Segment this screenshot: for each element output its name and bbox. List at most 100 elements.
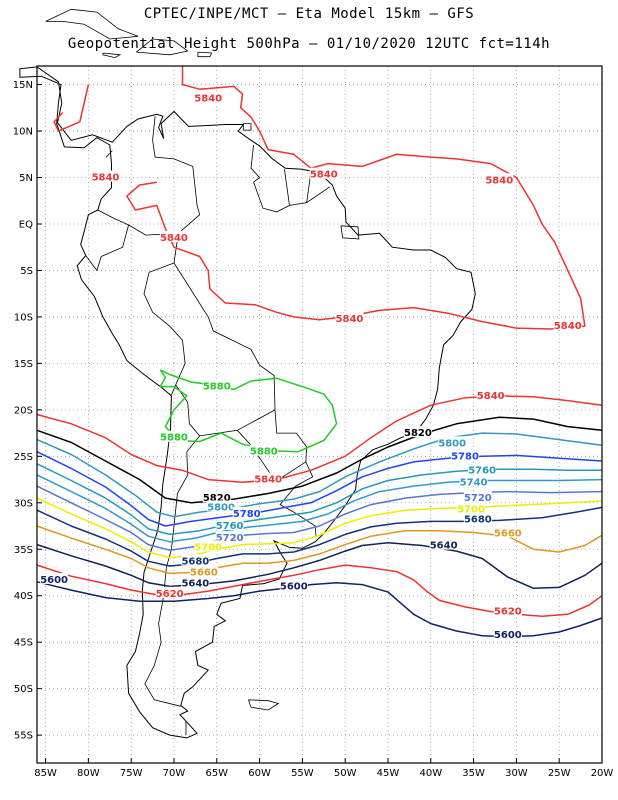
chart-title: CPTEC/INPE/MCT – Eta Model 15km – GFS: [143, 6, 475, 22]
country-border: [144, 435, 201, 707]
island-outline: [136, 38, 189, 56]
contour-label: 5840: [485, 175, 513, 186]
lon-tick-label: 40W: [419, 768, 442, 779]
contour-label: 5780: [451, 451, 479, 462]
lat-tick-label: 55S: [14, 731, 33, 742]
lat-tick-label: 15N: [13, 80, 33, 91]
lat-tick-label: 40S: [14, 591, 33, 602]
contour-label: 5740: [460, 477, 488, 488]
lon-tick-label: 30W: [505, 768, 528, 779]
contour-label: 5600: [494, 630, 522, 641]
contour-label-bg: [181, 554, 210, 566]
contour-label-bg: [189, 565, 218, 577]
contour-label-bg: [202, 379, 231, 391]
contour-5840: [181, 66, 586, 327]
lat-tick-label: 50S: [14, 684, 33, 695]
contour-label: 5680: [181, 556, 209, 567]
contour-label: 5600: [40, 575, 68, 586]
contour-label-bg: [279, 579, 308, 591]
contour-label: 5680: [464, 515, 492, 526]
contour-label: 5620: [494, 607, 522, 618]
lon-tick-label: 85W: [34, 768, 57, 779]
contour-label-bg: [335, 311, 364, 323]
contour-label: 5800: [438, 438, 466, 449]
contour-5660: [36, 525, 603, 575]
contour-label-bg: [429, 538, 458, 550]
continent-outline: [19, 8, 476, 739]
island-outline: [45, 8, 139, 40]
contour-5820: [36, 416, 603, 504]
contour-label-bg: [463, 512, 492, 524]
lat-tick-label: 10S: [14, 312, 33, 323]
contour-label: 5840: [477, 391, 505, 402]
map-frame: [36, 65, 603, 764]
contour-label: 5640: [430, 541, 458, 552]
contour-label: 5840: [310, 170, 338, 181]
contour-label: 5760: [216, 521, 244, 532]
contour-label: 5840: [194, 94, 222, 105]
contour-5880: [159, 369, 338, 453]
contour-label-bg: [155, 586, 184, 598]
axis-ticks: 15N 10N 5N EQ 5S 10S 15S 20S 25S 30S 35S 40S 45S 50S 5…: [13, 80, 614, 779]
lat-tick-label: 15S: [14, 359, 33, 370]
contour-label: 5600: [280, 581, 308, 592]
country-border: [279, 461, 317, 538]
contour-label: 5820: [404, 428, 432, 439]
contour-label: 5720: [216, 533, 244, 544]
contour-5640: [36, 541, 603, 590]
contour-label-bg: [215, 519, 244, 531]
contour-label-bg: [438, 436, 467, 448]
contour-label-bg: [159, 230, 188, 242]
island-outline: [102, 52, 122, 59]
lon-tick-label: 25W: [548, 768, 571, 779]
lat-tick-label: 10N: [13, 127, 33, 138]
country-border: [173, 262, 276, 437]
contour-label: 5640: [181, 579, 209, 590]
lon-tick-label: 80W: [77, 768, 100, 779]
contour-label-bg: [202, 491, 231, 503]
contour-label-bg: [403, 426, 432, 438]
country-border: [237, 409, 308, 480]
contour-label-bg: [451, 449, 480, 461]
contour-label: 5800: [207, 502, 235, 513]
contour-label-bg: [493, 526, 522, 538]
contour-label-bg: [493, 627, 522, 639]
contour-label: 5820: [203, 493, 231, 504]
contour-label-bg: [553, 319, 582, 331]
lon-tick-label: 75W: [120, 768, 143, 779]
contour-label-bg: [468, 463, 497, 475]
contour-label: 5780: [233, 509, 261, 520]
lat-tick-label: 25S: [14, 452, 33, 463]
contour-label-bg: [493, 604, 522, 616]
lon-tick-label: 50W: [334, 768, 357, 779]
contour-label: 5880: [203, 382, 231, 393]
lat-tick-label: 35S: [14, 545, 33, 556]
island-outline: [248, 699, 280, 711]
chart-subtitle: Geopotential Height 500hPa – 01/10/2020 …: [67, 36, 551, 52]
contour-label: 5840: [254, 475, 282, 486]
contour-label-bg: [194, 540, 223, 552]
contour-label-bg: [476, 388, 505, 400]
contour-label-bg: [459, 475, 488, 487]
contour-label: 5880: [250, 447, 278, 458]
contour-label: 5620: [156, 589, 184, 600]
island-outline: [197, 51, 213, 58]
lon-tick-label: 65W: [205, 768, 228, 779]
contour-label-bg: [249, 444, 278, 456]
contour-label-bg: [463, 491, 492, 503]
country-border: [106, 150, 113, 158]
island-outline: [340, 225, 360, 240]
island-outline: [242, 123, 252, 131]
contour-label-bg: [91, 170, 120, 182]
contour-5840: [126, 181, 585, 330]
contour-label: 5840: [160, 233, 188, 244]
contour-label-bg: [485, 173, 514, 185]
contour-label: 5760: [468, 465, 496, 476]
lat-tick-label: 30S: [14, 498, 33, 509]
contour-label: 5700: [194, 542, 222, 553]
contour-label-bg: [207, 500, 236, 512]
contour-label: 5840: [554, 321, 582, 332]
contour-label: 5700: [457, 504, 485, 515]
lon-tick-label: 45W: [377, 768, 400, 779]
